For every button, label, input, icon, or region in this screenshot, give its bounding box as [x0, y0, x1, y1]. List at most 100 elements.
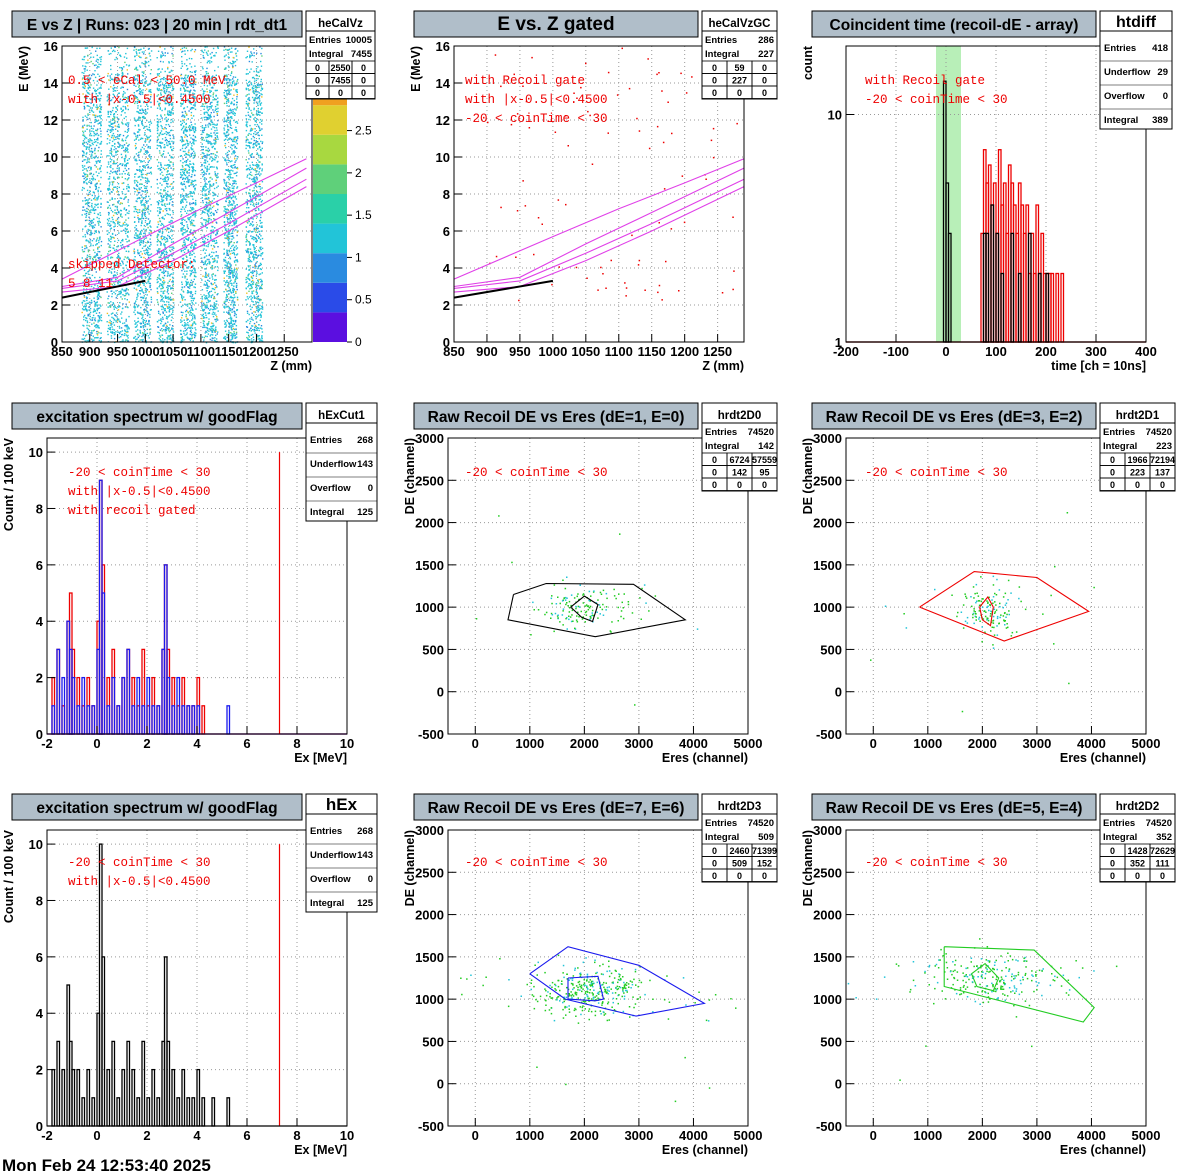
heatmap-cell [159, 248, 161, 250]
heatmap-cell [167, 272, 169, 275]
heatmap-cell [140, 161, 142, 163]
heatmap-cell [124, 298, 126, 300]
heatmap-cell [161, 127, 164, 130]
heatmap-cell [89, 140, 91, 142]
heatmap-cell [169, 329, 171, 332]
heatmap-cell [189, 339, 192, 342]
heatmap-cell [194, 135, 196, 138]
heatmap-cell [184, 147, 187, 150]
heatmap-cell [159, 46, 161, 48]
heatmap-cell [208, 260, 210, 263]
heatmap-cell [108, 96, 110, 98]
heatmap-cell [142, 297, 145, 299]
heatmap-cell [160, 294, 162, 297]
heatmap-cell [138, 159, 141, 161]
heatmap-cell [190, 222, 192, 224]
heatmap-cell [156, 144, 159, 147]
heatmap-cell [107, 94, 109, 96]
heatmap-cell [167, 52, 169, 54]
heatmap-cell [106, 222, 109, 224]
heatmap-cell [158, 161, 160, 164]
heatmap-cell [107, 116, 109, 118]
heatmap-cell [143, 214, 146, 216]
heatmap-cell [202, 211, 204, 213]
heatmap-cell [100, 118, 102, 120]
heatmap-cell [142, 79, 144, 81]
heatmap-cell [100, 316, 102, 319]
heatmap-cell [108, 178, 111, 180]
heatmap-cell [183, 115, 186, 118]
heatmap-cell [204, 317, 206, 319]
heatmap-cell [210, 136, 213, 138]
heatmap-cell [150, 106, 152, 108]
heatmap-cell [201, 222, 203, 225]
heatmap-cell [163, 283, 165, 285]
heatmap-cell [146, 103, 148, 105]
heatmap-cell [88, 324, 90, 327]
heatmap-cell [201, 50, 203, 53]
heatmap-cell [217, 246, 219, 248]
heatmap-cell [182, 183, 185, 185]
heatmap-cell [124, 160, 126, 163]
heatmap-cell [137, 118, 139, 120]
heatmap-cell [127, 337, 129, 339]
heatmap-cell [141, 220, 143, 222]
heatmap-cell [143, 250, 145, 252]
heatmap-cell [149, 278, 152, 280]
heatmap-cell [172, 211, 174, 214]
heatmap-cell [190, 292, 192, 295]
heatmap-cell [188, 166, 191, 169]
heatmap-cell [136, 333, 139, 335]
heatmap-cell [120, 264, 122, 267]
heatmap-cell [181, 281, 183, 283]
heatmap-cell [117, 183, 120, 185]
heatmap-cell [185, 83, 187, 86]
heatmap-cell [95, 204, 97, 206]
heatmap-cell [205, 314, 207, 316]
heatmap-cell [161, 171, 163, 173]
heatmap-cell [97, 290, 99, 293]
heatmap-cell [135, 261, 138, 263]
heatmap-cell [166, 305, 168, 308]
heatmap-cell [116, 170, 118, 173]
heatmap-cell [100, 121, 102, 123]
heatmap-cell [121, 173, 123, 175]
heatmap-cell [215, 239, 217, 242]
heatmap-cell [120, 163, 122, 165]
heatmap-cell [117, 150, 119, 152]
heatmap-cell [108, 124, 110, 127]
heatmap-cell [211, 153, 213, 155]
heatmap-cell [127, 327, 129, 329]
heatmap-cell [150, 230, 152, 232]
heatmap-cell [140, 256, 143, 258]
heatmap-cell [183, 101, 185, 103]
heatmap-cell [95, 312, 98, 314]
heatmap-cell [190, 163, 192, 165]
heatmap-cell [127, 334, 129, 337]
heatmap-cell [112, 145, 114, 147]
heatmap-cell [109, 244, 111, 246]
heatmap-cell [144, 177, 146, 179]
heatmap-cell [148, 64, 150, 67]
heatmap-cell [145, 135, 148, 137]
heatmap-cell [160, 192, 162, 195]
heatmap-cell [149, 225, 151, 227]
heatmap-cell [184, 210, 186, 212]
heatmap-cell [86, 299, 88, 302]
heatmap-cell [210, 326, 212, 328]
heatmap-cell [192, 238, 194, 241]
heatmap-cell [191, 179, 193, 182]
heatmap-cell [81, 71, 83, 74]
heatmap-cell [170, 238, 173, 241]
heatmap-cell [142, 53, 145, 55]
heatmap-cell [190, 137, 192, 139]
heatmap-cell [171, 118, 173, 121]
heatmap-cell [203, 309, 205, 312]
heatmap-cell [184, 134, 187, 136]
heatmap-cell [207, 113, 209, 116]
heatmap-cell [134, 68, 136, 70]
heatmap-cell [126, 76, 128, 78]
heatmap-cell [214, 340, 217, 342]
heatmap-cell [145, 138, 147, 140]
heatmap-cell [143, 185, 145, 187]
